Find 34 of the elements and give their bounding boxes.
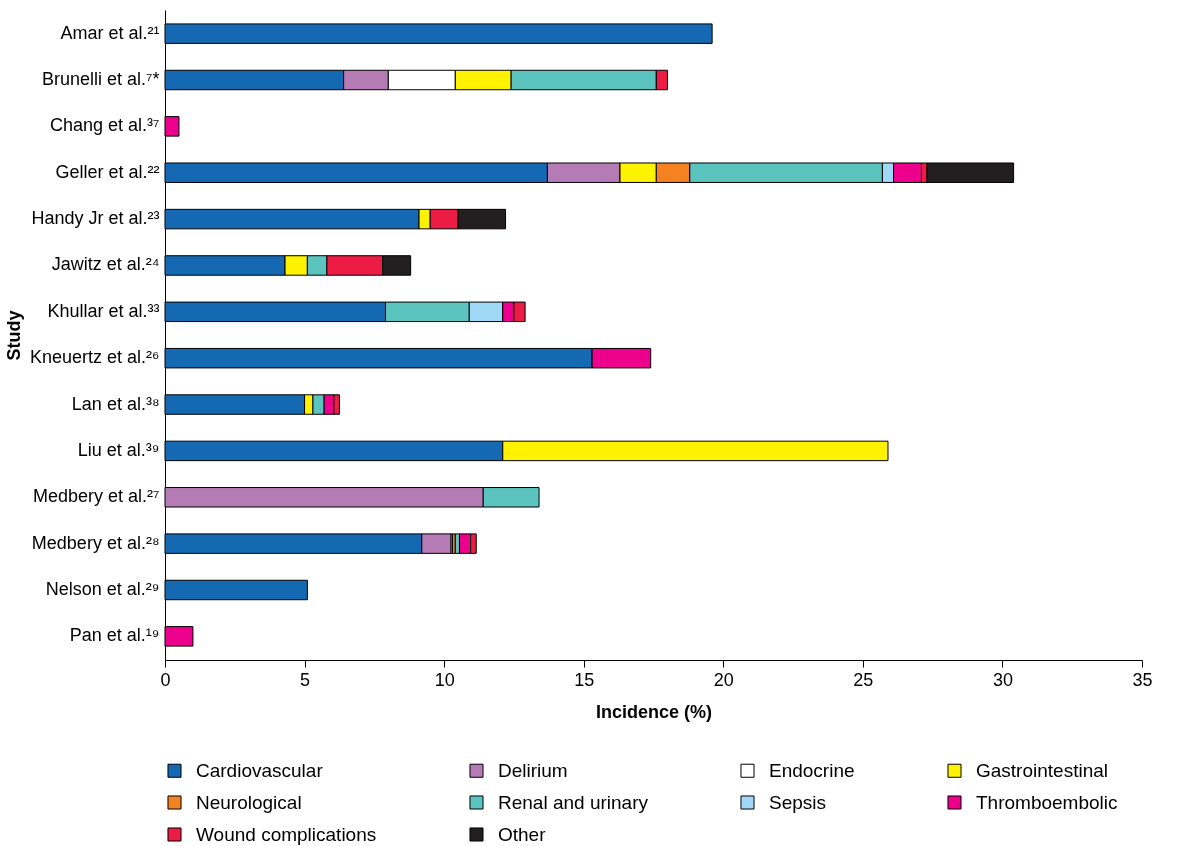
x-tick-label: 25 [853,669,874,690]
y-tick-label: Chang et al.³⁷ [49,115,160,136]
x-axis-title: Incidence (%) [595,701,713,722]
legend-label: Gastrointestinal [976,759,1109,781]
legend-label: Delirium [498,759,568,781]
legend-label: Endocrine [769,759,855,781]
y-tick-label: Brunelli et al.⁷* [41,69,160,90]
x-tick-label: 0 [160,669,171,690]
legend-label: Thromboembolic [976,791,1118,813]
x-tick-label: 10 [434,669,455,690]
legend-label: Renal and urinary [498,791,649,813]
y-tick-label: Medbery et al.²⁸ [31,532,160,553]
y-tick-label: Khullar et al.³³ [47,300,160,321]
legend-label: Neurological [196,791,302,813]
legend-label: Other [498,823,547,845]
y-tick-label: Kneuertz et al.²⁶ [30,347,160,368]
x-tick-label: 5 [300,669,311,690]
legend-label: Wound complications [196,823,377,845]
y-tick-label: Lan et al.³⁸ [71,393,160,414]
y-tick-label: Handy Jr et al.²³ [31,208,160,229]
y-tick-label: Amar et al.²¹ [60,22,160,43]
x-tick-label: 15 [574,669,595,690]
y-tick-label: Medbery et al.²⁷ [32,486,160,507]
y-axis-title: Study [4,310,25,361]
legend-label: Sepsis [769,791,827,813]
y-tick-label: Pan et al.¹⁹ [69,625,160,646]
y-tick-label: Geller et al.²² [55,161,160,182]
y-tick-label: Jawitz et al.²⁴ [51,254,160,275]
x-tick-label: 20 [713,669,734,690]
legend-label: Cardiovascular [196,759,324,781]
y-tick-label: Nelson et al.²⁹ [45,578,160,599]
x-tick-label: 35 [1132,669,1153,690]
x-tick-label: 30 [992,669,1013,690]
y-tick-label: Liu et al.³⁹ [77,439,160,460]
